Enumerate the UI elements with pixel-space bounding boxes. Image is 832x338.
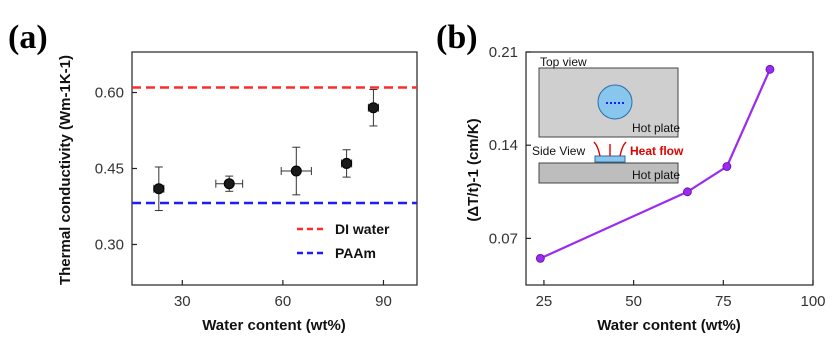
panel-label-a: (a) [8, 19, 48, 56]
series-line [539, 68, 771, 260]
inset-bottom-plate [538, 162, 679, 184]
point-marker [367, 102, 379, 114]
plot-frame-b [525, 51, 814, 286]
y-tick-label: 0.07 [489, 230, 518, 247]
data-point [153, 166, 165, 212]
points-a [153, 88, 379, 212]
y-tick-label: 0.60 [95, 85, 124, 102]
x-axis-title-a: Water content (wt%) [202, 317, 346, 334]
x-tick-label: 90 [375, 293, 392, 310]
y-axis-title-a: Thermal conductivity (Wm-1K-1) [57, 55, 74, 285]
legend-a: DI water PAAm [297, 221, 390, 261]
inset-side-sample [594, 155, 626, 163]
data-point [215, 175, 244, 192]
x-axis-title-b: Water content (wt%) [597, 317, 741, 334]
point-marker [290, 165, 302, 177]
x-tick-label: 100 [800, 293, 825, 310]
series-b [535, 64, 775, 263]
inset-side-view-label: Side View [532, 144, 585, 158]
y-tick-label: 0.45 [95, 161, 124, 178]
legend-label-di-water: DI water [335, 221, 390, 237]
inset-heat-flow-label: Heat flow [630, 144, 684, 158]
y-tick-label: 0.21 [489, 44, 518, 61]
legend-label-paam: PAAm [335, 245, 376, 261]
ticks-b: 25 50 75 100 0.07 0.14 0.21 [489, 44, 826, 310]
point-marker [153, 183, 165, 195]
series-point [683, 187, 692, 197]
inset-diagram: Top view Hot plate Side View Heat flow H… [532, 55, 684, 184]
y-tick-label: 0.14 [489, 137, 518, 154]
inset-heat-flow-arrows [593, 141, 627, 157]
reference-lines-a [132, 86, 417, 205]
series-point [765, 64, 775, 74]
y-tick-label: 0.30 [95, 236, 124, 253]
inset-bottom-hot-plate-label: Hot plate [632, 168, 680, 182]
chart-b: 25 50 75 100 0.07 0.14 0.21 Top view Hot plate… [465, 44, 826, 334]
x-tick-label: 30 [174, 293, 191, 310]
data-point [280, 146, 312, 196]
chart-a: 30 60 90 0.30 0.45 0.60 DI water PAAm Water c… [57, 51, 418, 334]
series-point [722, 162, 732, 171]
y-axis-title-b: (ΔT/t)-1 (cm/K) [465, 118, 482, 221]
data-point [367, 88, 379, 127]
data-point [341, 149, 353, 178]
panel-label-b: (b) [436, 19, 478, 56]
ticks-a: 30 60 90 0.30 0.45 0.60 [95, 85, 392, 310]
point-marker [223, 178, 235, 190]
x-tick-label: 25 [536, 293, 553, 310]
inset-top-hot-plate-label: Hot plate [632, 121, 680, 135]
inset-top-view-label: Top view [540, 55, 587, 69]
x-tick-label: 50 [625, 293, 642, 310]
point-marker [341, 157, 353, 169]
series-point [535, 253, 545, 263]
x-tick-label: 60 [275, 293, 292, 310]
x-tick-label: 75 [715, 293, 732, 310]
